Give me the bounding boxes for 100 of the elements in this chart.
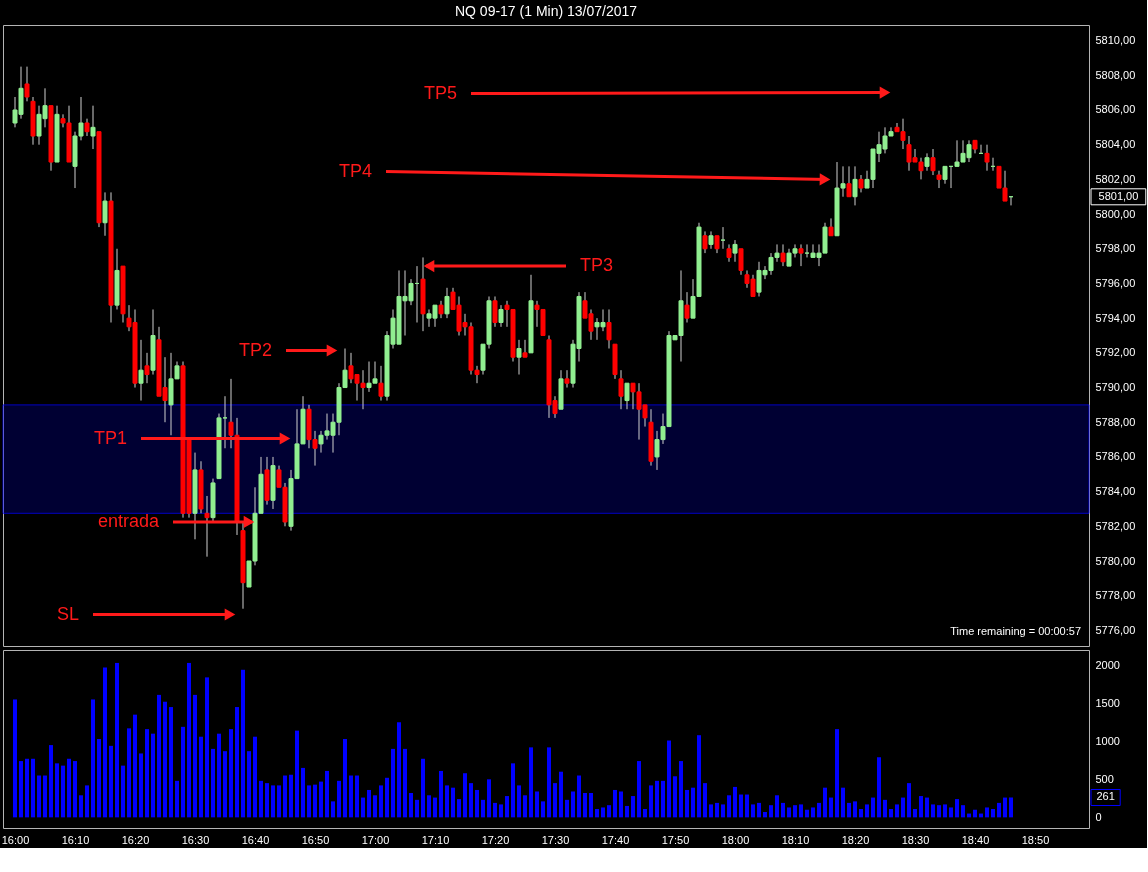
bar [175,780,179,818]
candlestick [522,339,528,358]
y-tick-label: 5786,00 [1095,450,1136,463]
bar [733,786,737,818]
candlestick [138,339,144,402]
annotation: Time remaining = 00:00:57 [950,625,1081,637]
x-tick-label: 17:00 [361,833,390,846]
y-tick-label: 5788,00 [1095,415,1136,428]
bar [853,801,857,818]
y-tick-label: 0 [1095,810,1102,823]
bar [631,796,635,818]
bar [43,775,47,818]
bar [1003,797,1007,818]
x-tick-label: 16:40 [241,833,270,846]
bar [289,774,293,818]
x-tick-label: 17:50 [661,833,690,846]
bar [703,783,707,818]
bar [247,751,251,818]
bar [421,758,425,818]
candlestick [780,243,786,267]
y-tick-label: 1000 [1095,734,1120,747]
bar [235,707,239,818]
candlestick [684,291,690,323]
bar [283,775,287,818]
bar [277,785,281,818]
candlestick [702,230,708,254]
candlestick [924,152,930,172]
candlestick [738,248,744,276]
bar [349,775,353,818]
bar [769,805,773,818]
bar [49,745,53,818]
bar [613,789,617,818]
bar [859,808,863,818]
y-tick-label: 5780,00 [1095,554,1136,567]
bar [229,729,233,818]
bar [559,771,563,818]
y-tick-label: 5802,00 [1095,172,1136,185]
bar [391,748,395,818]
y-tick-label: 5776,00 [1095,623,1136,636]
bar [1009,797,1013,818]
bar [763,812,767,818]
bar [313,784,317,818]
x-tick-label: 17:10 [421,833,450,846]
bar [919,796,923,818]
bar [463,773,467,818]
annotation: TP1 [93,427,127,448]
bar [811,807,815,818]
bar [199,736,203,818]
bar [19,761,23,818]
x-tick-label: 18:00 [721,833,750,846]
bar [661,780,665,818]
bar [835,729,839,818]
y-tick-label: 5778,00 [1095,589,1136,602]
candlestick [606,308,612,350]
bar [307,785,311,818]
y-tick-label: 5792,00 [1095,346,1136,359]
bar [547,747,551,818]
bar [937,805,941,818]
bar [775,795,779,818]
candlestick [498,304,504,328]
bar [577,775,581,818]
x-tick-label: 18:20 [841,833,870,846]
bar [13,699,17,818]
bar [25,758,29,818]
bar [511,763,515,818]
y-tick-label: 500 [1095,772,1114,785]
bar [397,722,401,818]
bar [895,804,899,818]
bar [253,736,257,818]
bar [637,761,641,818]
bar [169,707,173,818]
bar [877,757,881,818]
bar [667,740,671,818]
bar [367,789,371,818]
bar [451,787,455,818]
candlestick [378,365,384,402]
candlestick [828,217,834,237]
candlestick [90,105,96,150]
candlestick [564,369,570,389]
bar [655,780,659,818]
bar [841,787,845,818]
bar [385,777,389,818]
bar [499,804,503,818]
candlestick [492,295,498,328]
bar [295,730,299,818]
y-tick-label: 5808,00 [1095,68,1136,81]
bar [121,765,125,818]
bar [301,767,305,818]
candlestick [618,369,624,410]
bar [193,694,197,818]
bar [565,799,569,818]
bar [931,804,935,818]
bar [997,802,1001,818]
x-tick-label: 16:10 [61,833,90,846]
annotation: TP2 [238,339,272,360]
annotation: entrada [97,510,160,531]
bar [433,797,437,818]
candlestick [24,66,30,102]
candlestick [726,243,732,263]
bar [337,780,341,818]
